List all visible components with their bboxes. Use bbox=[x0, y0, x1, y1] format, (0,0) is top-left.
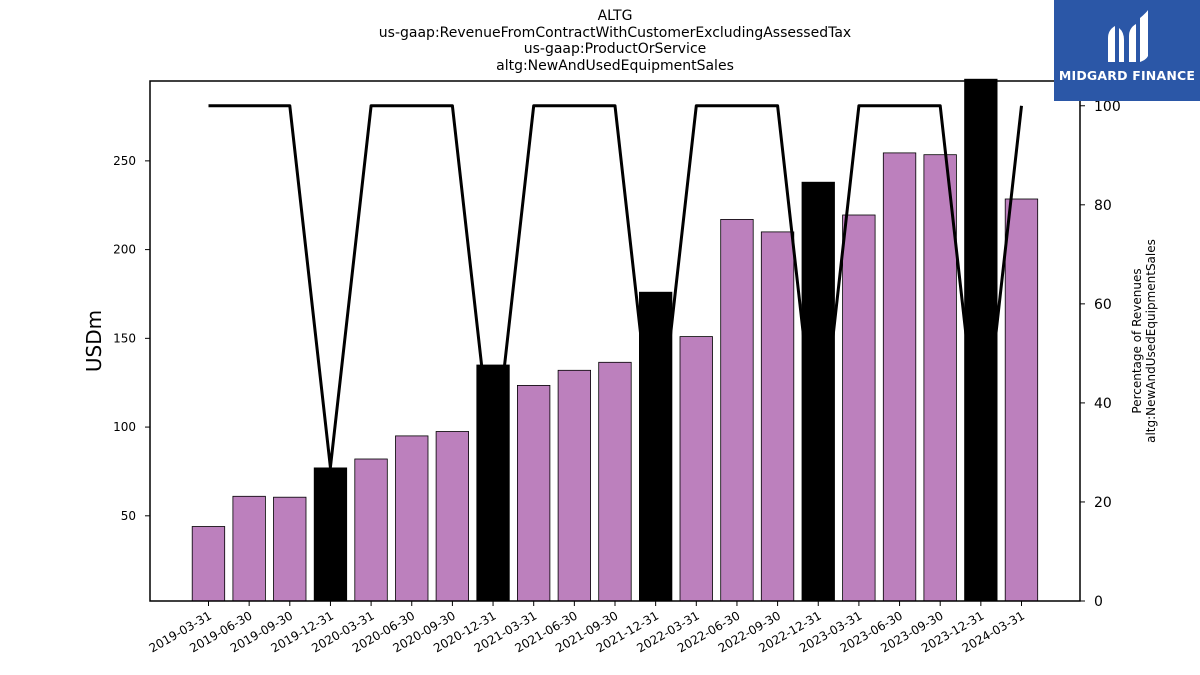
bar-2023-12-31 bbox=[964, 78, 998, 602]
x-axis: 2019-03-312019-06-302019-09-302019-12-31… bbox=[147, 601, 1027, 655]
logo-text: MIDGARD FINANCE bbox=[1058, 68, 1196, 83]
bar-2019-03-31 bbox=[191, 526, 226, 602]
bar-2023-09-30 bbox=[923, 154, 957, 602]
y-tick-label-left-200: 200 bbox=[113, 243, 136, 257]
bar-2019-09-30 bbox=[273, 496, 307, 602]
midgard-logo-icon bbox=[1108, 10, 1148, 62]
line-series bbox=[208, 104, 1023, 469]
y-tick-label-left-100: 100 bbox=[113, 420, 136, 434]
y-tick-label-right-40: 40 bbox=[1094, 396, 1112, 412]
percentage-line bbox=[208, 104, 1023, 469]
y-tick-label-left-50: 50 bbox=[121, 509, 136, 523]
bar-2019-12-31 bbox=[313, 467, 348, 602]
bar-2022-09-30 bbox=[760, 231, 795, 602]
y-axis-right: 0 20 40 60 80 100 bbox=[1080, 99, 1121, 610]
bar-2022-03-31 bbox=[679, 336, 713, 602]
y-tick-label-right-0: 0 bbox=[1094, 594, 1103, 610]
bar-2021-03-31 bbox=[517, 384, 551, 602]
bar-2021-09-30 bbox=[598, 361, 632, 602]
bar-2022-06-30 bbox=[720, 218, 754, 602]
bar-2021-06-30 bbox=[557, 369, 591, 602]
y-axis-left: 50 100 150 200 250 bbox=[113, 154, 150, 523]
y-tick-label-right-80: 80 bbox=[1094, 198, 1112, 214]
bar-series bbox=[191, 78, 1039, 602]
bar-2022-12-31 bbox=[801, 181, 835, 602]
y-axis-label-right: Percentage of Revenues altg:NewAndUsedEq… bbox=[1130, 239, 1158, 443]
title-line-1: ALTG bbox=[598, 8, 633, 24]
y-tick-label-right-100: 100 bbox=[1094, 99, 1121, 115]
bar-2020-09-30 bbox=[435, 431, 470, 602]
bar-2024-03-31 bbox=[1004, 198, 1039, 602]
y-tick-label-right-60: 60 bbox=[1094, 297, 1112, 313]
bar-2020-03-31 bbox=[354, 458, 388, 602]
title-line-4: altg:NewAndUsedEquipmentSales bbox=[496, 58, 734, 74]
bar-2023-06-30 bbox=[882, 152, 917, 602]
title-line-2: us-gaap:RevenueFromContractWithCustomerE… bbox=[379, 25, 851, 41]
chart-title: ALTG us-gaap:RevenueFromContractWithCust… bbox=[379, 8, 851, 74]
bar-2019-06-30 bbox=[232, 495, 266, 602]
bar-2020-12-31 bbox=[476, 364, 510, 602]
bar-2023-03-31 bbox=[842, 214, 876, 602]
y-axis-label-right-line-1: Percentage of Revenues bbox=[1130, 268, 1144, 413]
midgard-finance-logo: MIDGARD FINANCE bbox=[1054, 0, 1200, 101]
bar-2020-06-30 bbox=[395, 435, 429, 602]
title-line-3: us-gaap:ProductOrService bbox=[524, 41, 707, 57]
y-axis-label-right-line-2: altg:NewAndUsedEquipmentSales bbox=[1144, 239, 1158, 443]
y-tick-label-left-250: 250 bbox=[113, 154, 136, 168]
y-tick-label-right-20: 20 bbox=[1094, 495, 1112, 511]
bar-2021-12-31 bbox=[639, 291, 673, 602]
y-tick-label-left-150: 150 bbox=[113, 331, 136, 345]
y-axis-label: USDm bbox=[82, 310, 106, 372]
